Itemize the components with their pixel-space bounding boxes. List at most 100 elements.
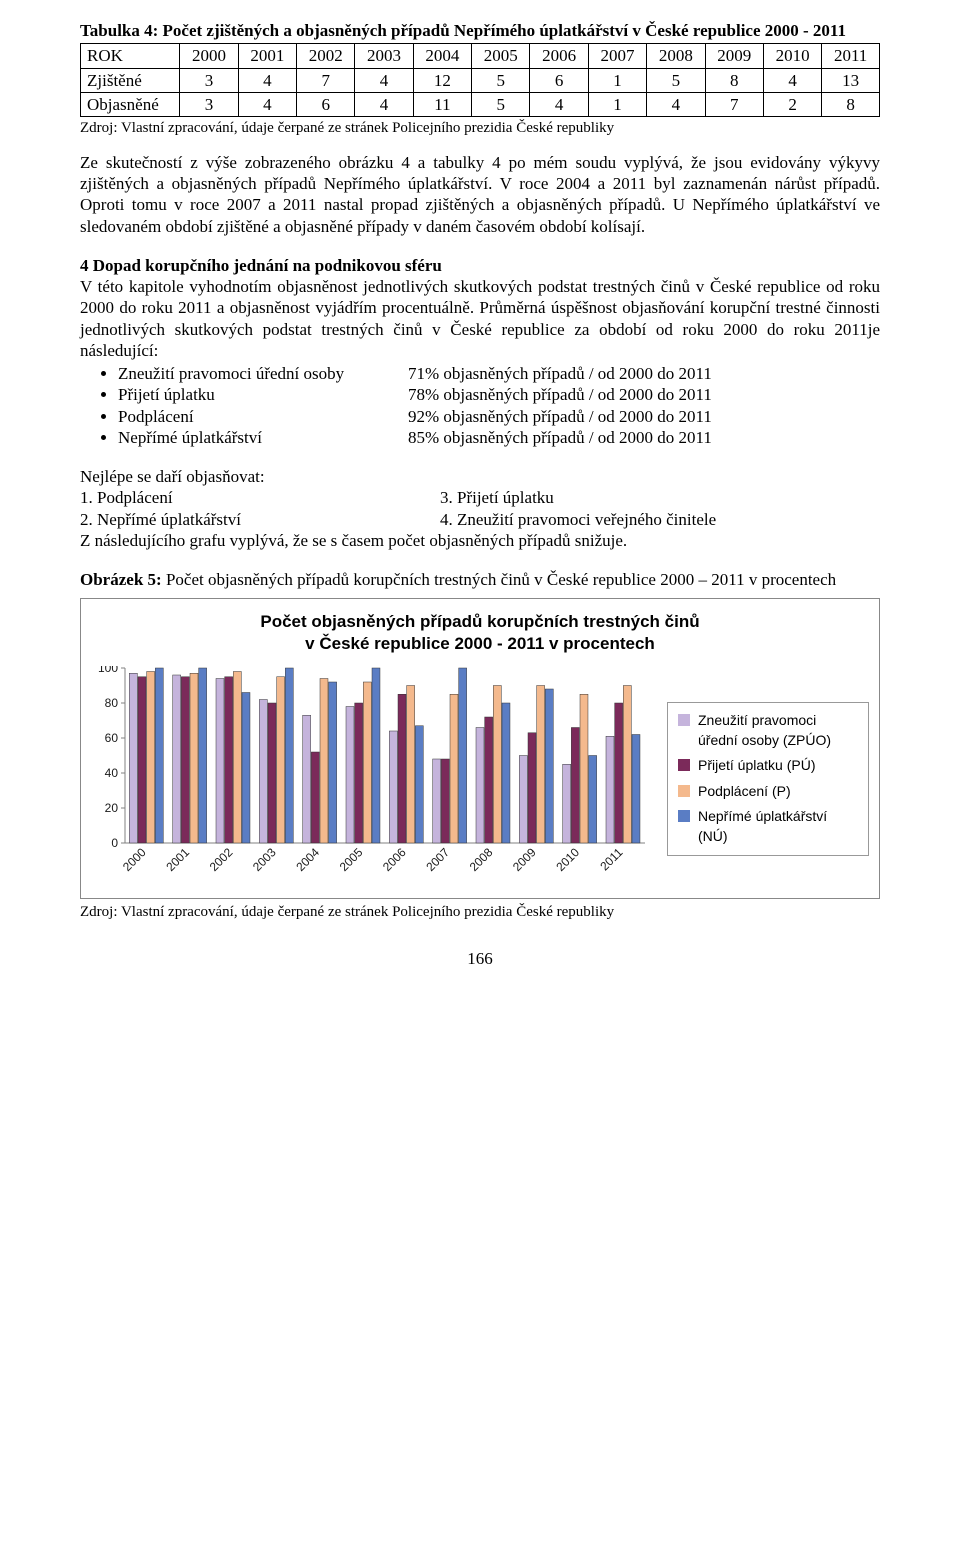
chart-title: Počet objasněných případů korupčních tre… (91, 611, 869, 654)
table-cell: 1 (588, 68, 646, 92)
table-cell: 6 (297, 92, 355, 116)
legend-label: Zneužití pravomoci úřední osoby (ZPÚO) (698, 711, 858, 750)
chart-svg: 0204060801002000200120022003200420052006… (91, 666, 649, 887)
table-cell: 7 (297, 68, 355, 92)
y-tick-label: 60 (105, 731, 119, 745)
bar (363, 682, 371, 843)
legend-item: Zneužití pravomoci úřední osoby (ZPÚO) (678, 711, 858, 750)
bar (519, 755, 527, 843)
chart-plot: 0204060801002000200120022003200420052006… (91, 666, 649, 892)
rank-item: 3. Přijetí úplatku (440, 487, 880, 508)
bar (580, 694, 588, 843)
table-col-year: 2006 (530, 44, 588, 68)
table-cell: 3 (180, 92, 238, 116)
x-tick-label: 2010 (553, 845, 582, 874)
table4-wrap: ROK2000200120022003200420052006200720082… (80, 43, 880, 117)
chart-container: Počet objasněných případů korupčních tre… (80, 598, 880, 899)
bar (329, 682, 337, 843)
bar (623, 685, 631, 843)
bullet-value: 71% objasněných případů / od 2000 do 201… (408, 363, 712, 384)
table-cell: 4 (355, 92, 413, 116)
legend-item: Podplácení (P) (678, 782, 858, 802)
bar (216, 678, 224, 843)
bar (606, 736, 614, 843)
bar (259, 699, 267, 843)
bar (372, 668, 380, 843)
x-tick-label: 2005 (337, 845, 366, 874)
bar (285, 668, 293, 843)
bar (155, 668, 163, 843)
x-tick-label: 2006 (380, 845, 409, 874)
table-row: Objasněné3464115414728 (81, 92, 880, 116)
table-col-year: 2011 (822, 44, 880, 68)
table-rowhead: Objasněné (81, 92, 180, 116)
chart-source: Zdroj: Vlastní zpracování, údaje čerpané… (80, 903, 880, 922)
bar (311, 752, 319, 843)
legend-swatch (678, 759, 690, 771)
bar (138, 677, 146, 843)
legend-label: Podplácení (P) (698, 782, 791, 802)
paragraph-1: Ze skutečností z výše zobrazeného obrázk… (80, 152, 880, 237)
table-cell: 7 (705, 92, 763, 116)
y-tick-label: 0 (111, 836, 118, 850)
bar (225, 677, 233, 843)
ranking-heading: Nejlépe se daří objasňovat: (80, 466, 880, 487)
bullet-value: 92% objasněných případů / od 2000 do 201… (408, 406, 712, 427)
legend-swatch (678, 785, 690, 797)
bar (433, 759, 441, 843)
bullet-item: Zneužití pravomoci úřední osoby71% objas… (118, 363, 880, 384)
table-cell: 1 (588, 92, 646, 116)
section-4-heading: 4 Dopad korupčního jednání na podnikovou… (80, 255, 880, 276)
bar (493, 685, 501, 843)
figure5-caption: Obrázek 5: Počet objasněných případů kor… (80, 569, 880, 590)
bar (320, 678, 328, 843)
table-col-year: 2004 (413, 44, 471, 68)
table-col-year: 2009 (705, 44, 763, 68)
x-tick-label: 2002 (207, 845, 236, 874)
bar (147, 671, 155, 843)
y-tick-label: 40 (105, 766, 119, 780)
table-col-rok: ROK (81, 44, 180, 68)
bar (181, 677, 189, 843)
x-tick-label: 2003 (250, 845, 279, 874)
table4: ROK2000200120022003200420052006200720082… (80, 43, 880, 117)
bullet-value: 78% objasněných případů / od 2000 do 201… (408, 384, 712, 405)
chart-legend: Zneužití pravomoci úřední osoby (ZPÚO)Př… (667, 702, 869, 856)
table-cell: 2 (763, 92, 821, 116)
table-cell: 6 (530, 68, 588, 92)
rank-item: 2. Nepřímé úplatkářství (80, 509, 440, 530)
figure5-caption-rest: Počet objasněných případů korupčních tre… (162, 570, 836, 589)
bar (563, 764, 571, 843)
bar (190, 673, 198, 843)
table-cell: 4 (530, 92, 588, 116)
bullet-label: Nepřímé úplatkářství (118, 427, 408, 448)
bar (242, 692, 250, 843)
x-tick-label: 2004 (293, 845, 322, 874)
bar (502, 703, 510, 843)
table-cell: 4 (763, 68, 821, 92)
legend-item: Nepřímé úplatkářství (NÚ) (678, 807, 858, 846)
table-cell: 5 (472, 92, 530, 116)
table-col-year: 2007 (588, 44, 646, 68)
bar (571, 727, 579, 843)
bar (415, 726, 423, 843)
bar (173, 675, 181, 843)
bar (389, 731, 397, 843)
x-tick-label: 2011 (597, 845, 625, 873)
bullet-label: Přijetí úplatku (118, 384, 408, 405)
bar (407, 685, 415, 843)
table-col-year: 2000 (180, 44, 238, 68)
table-cell: 5 (647, 68, 705, 92)
bar (615, 703, 623, 843)
table-cell: 3 (180, 68, 238, 92)
chart-title-line1: Počet objasněných případů korupčních tre… (260, 612, 699, 631)
paragraph-2: V této kapitole vyhodnotím objasněnost j… (80, 276, 880, 361)
bullet-list: Zneužití pravomoci úřední osoby71% objas… (118, 363, 880, 448)
x-tick-label: 2001 (163, 845, 192, 874)
table-col-year: 2010 (763, 44, 821, 68)
bar (537, 685, 545, 843)
bullet-label: Podplácení (118, 406, 408, 427)
chart-title-line2: v České republice 2000 - 2011 v procente… (305, 634, 655, 653)
bar (303, 715, 311, 843)
bar (233, 671, 241, 843)
